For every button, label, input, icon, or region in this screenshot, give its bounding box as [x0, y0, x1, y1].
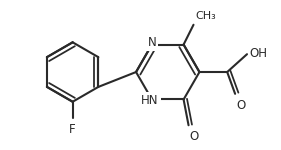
Text: O: O [236, 99, 245, 112]
Text: O: O [190, 130, 199, 143]
Text: N: N [148, 36, 156, 49]
Text: CH₃: CH₃ [196, 11, 216, 21]
Text: OH: OH [249, 47, 267, 60]
Text: HN: HN [141, 94, 159, 107]
Text: F: F [69, 123, 76, 136]
